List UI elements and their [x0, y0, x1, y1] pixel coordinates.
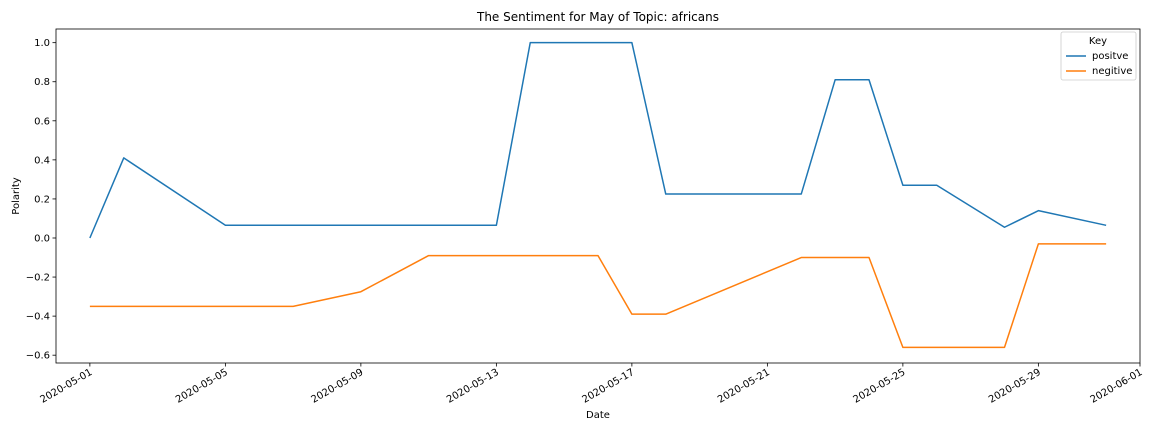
- y-tick-label: −0.4: [26, 312, 50, 323]
- y-axis: −0.6 −0.4 −0.2 0.0 0.2 0.4 0.6 0.8 1.0: [26, 38, 56, 362]
- y-tick-label: 0.2: [34, 194, 50, 205]
- series-line-negitive: [89, 243, 1107, 349]
- legend: Key positve negitive: [1060, 31, 1137, 81]
- legend-title: Key: [1089, 36, 1107, 47]
- y-tick-label: −0.2: [26, 273, 50, 284]
- plot-frame: [55, 28, 1141, 364]
- x-tick-label: 2020-05-17: [581, 367, 637, 406]
- legend-label-positve: positve: [1092, 51, 1128, 62]
- x-tick-label: 2020-06-01: [1089, 367, 1145, 406]
- series-line-positve: [89, 41, 1107, 239]
- x-axis: 2020-05-01 2020-05-05 2020-05-09 2020-05-13…: [39, 363, 1145, 406]
- x-tick-label: 2020-05-01: [39, 367, 95, 406]
- legend-box: [1060, 31, 1137, 81]
- x-tick-label: 2020-05-21: [716, 367, 772, 406]
- x-tick-label: 2020-05-05: [174, 367, 230, 406]
- y-tick-label: 1.0: [34, 38, 50, 49]
- y-tick-label: −0.6: [26, 351, 50, 362]
- plot-area: [89, 41, 1107, 349]
- legend-label-negitive: negitive: [1092, 66, 1132, 77]
- x-tick-label: 2020-05-09: [310, 367, 366, 406]
- y-tick-label: 0.6: [34, 116, 50, 127]
- x-tick-label: 2020-05-13: [445, 367, 501, 406]
- x-tick-label: 2020-05-29: [987, 367, 1043, 406]
- x-tick-label: 2020-05-25: [852, 367, 908, 406]
- chart-title: The Sentiment for May of Topic: africans: [476, 10, 719, 24]
- y-tick-label: 0.4: [34, 155, 50, 166]
- y-tick-label: 0.0: [34, 233, 50, 244]
- y-axis-label: Polarity: [11, 177, 22, 215]
- x-axis-label: Date: [586, 410, 610, 421]
- y-tick-label: 0.8: [34, 77, 50, 88]
